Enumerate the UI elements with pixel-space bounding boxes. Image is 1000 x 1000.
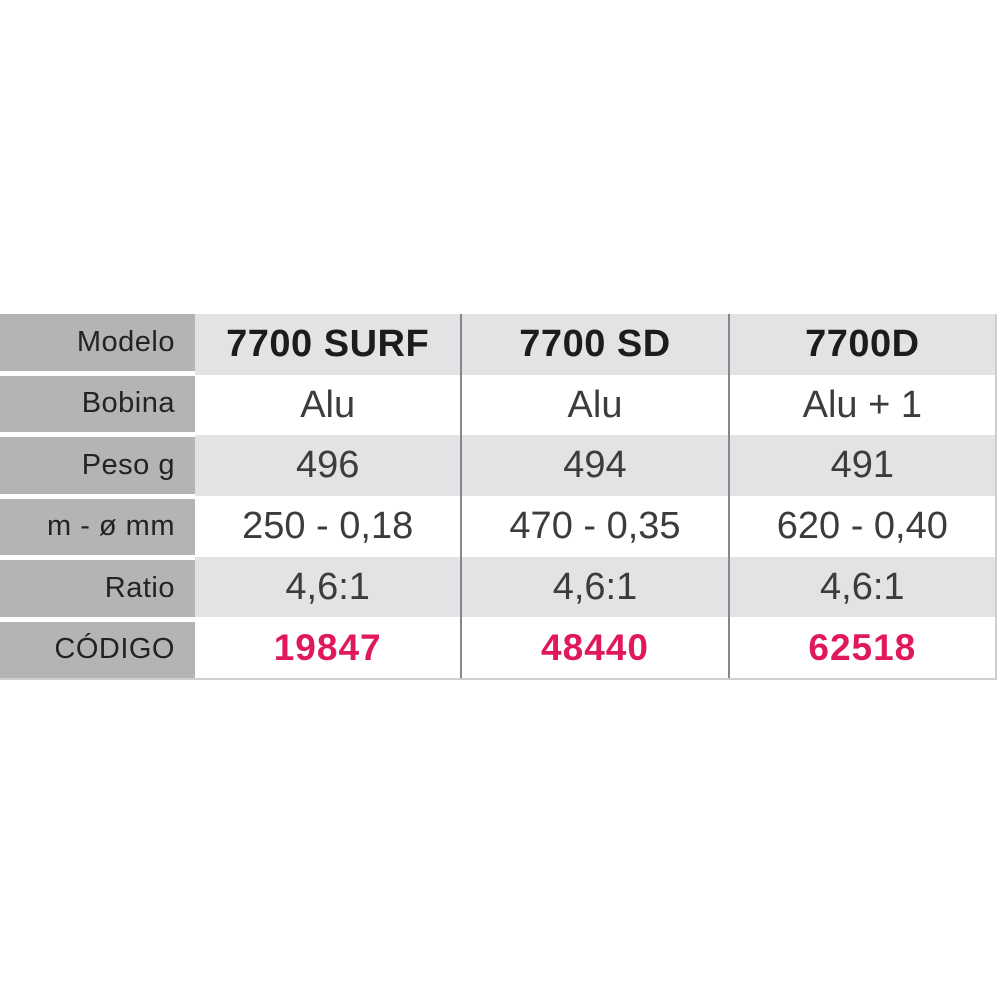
row-label-ratio: Ratio xyxy=(0,560,195,617)
row-label-codigo: CÓDIGO xyxy=(0,621,195,678)
data-area: 7700 SURF Alu 496 250 - 0,18 4,6:1 19847… xyxy=(195,314,995,679)
m-diameter-cell: 250 - 0,18 xyxy=(195,496,461,557)
m-diameter-cell: 470 - 0,35 xyxy=(462,496,728,557)
spec-table: Modelo Bobina Peso g m - ø mm Ratio CÓDI… xyxy=(0,314,997,680)
model-name-cell: 7700 SURF xyxy=(195,314,461,375)
ratio-cell: 4,6:1 xyxy=(729,556,995,618)
row-label-peso: Peso g xyxy=(0,437,195,494)
ratio-cell: 4,6:1 xyxy=(462,556,728,618)
codigo-cell: 62518 xyxy=(729,617,995,679)
model-name-cell: 7700 SD xyxy=(462,314,728,375)
bobina-cell: Alu xyxy=(195,374,461,436)
peso-cell: 491 xyxy=(729,435,995,497)
bobina-cell: Alu xyxy=(462,374,728,436)
column-7700d: 7700D Alu + 1 491 620 - 0,40 4,6:1 62518 xyxy=(727,314,995,679)
peso-cell: 496 xyxy=(195,435,461,497)
bobina-cell: Alu + 1 xyxy=(729,374,995,436)
row-label-column: Modelo Bobina Peso g m - ø mm Ratio CÓDI… xyxy=(0,314,195,678)
ratio-cell: 4,6:1 xyxy=(195,556,461,618)
model-name-cell: 7700D xyxy=(729,314,995,375)
row-label-modelo: Modelo xyxy=(0,314,195,371)
codigo-cell: 48440 xyxy=(462,617,728,679)
column-7700-surf: 7700 SURF Alu 496 250 - 0,18 4,6:1 19847 xyxy=(195,314,461,679)
row-label-m-diameter: m - ø mm xyxy=(0,498,195,555)
m-diameter-cell: 620 - 0,40 xyxy=(729,496,995,557)
column-7700-sd: 7700 SD Alu 494 470 - 0,35 4,6:1 48440 xyxy=(460,314,728,679)
codigo-cell: 19847 xyxy=(195,617,461,679)
row-label-bobina: Bobina xyxy=(0,375,195,432)
peso-cell: 494 xyxy=(462,435,728,497)
